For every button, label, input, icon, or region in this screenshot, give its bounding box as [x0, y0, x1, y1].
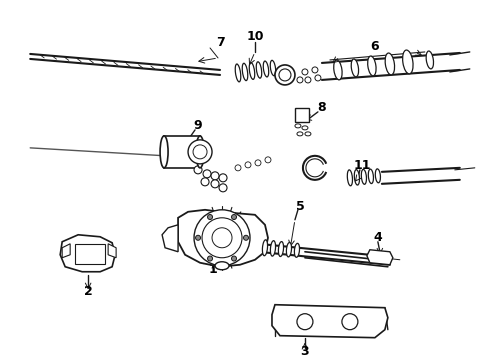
- Ellipse shape: [196, 136, 204, 168]
- Bar: [164, 136, 200, 168]
- Circle shape: [193, 145, 207, 159]
- Circle shape: [203, 170, 211, 178]
- Bar: [75, 244, 105, 264]
- Ellipse shape: [426, 51, 434, 69]
- Ellipse shape: [270, 60, 276, 76]
- Polygon shape: [367, 250, 393, 265]
- Polygon shape: [62, 244, 70, 258]
- Circle shape: [231, 215, 237, 220]
- Text: 1: 1: [209, 263, 218, 276]
- Text: 5: 5: [295, 200, 304, 213]
- Circle shape: [202, 218, 242, 258]
- Ellipse shape: [249, 63, 255, 80]
- Polygon shape: [162, 225, 178, 252]
- Text: 7: 7: [216, 36, 224, 49]
- Circle shape: [235, 165, 241, 171]
- Ellipse shape: [297, 132, 303, 136]
- Ellipse shape: [242, 63, 248, 81]
- Ellipse shape: [334, 60, 342, 80]
- Ellipse shape: [270, 241, 275, 256]
- Circle shape: [312, 67, 318, 73]
- Text: 4: 4: [373, 231, 382, 244]
- Circle shape: [275, 65, 295, 85]
- Ellipse shape: [375, 169, 380, 183]
- Text: 9: 9: [194, 120, 202, 132]
- Circle shape: [196, 235, 200, 240]
- Ellipse shape: [385, 53, 394, 75]
- Ellipse shape: [302, 126, 308, 130]
- Circle shape: [194, 210, 250, 266]
- Bar: [295, 108, 309, 122]
- Ellipse shape: [256, 62, 262, 78]
- Circle shape: [212, 228, 232, 248]
- Ellipse shape: [286, 243, 292, 257]
- Circle shape: [201, 178, 209, 186]
- Circle shape: [255, 160, 261, 166]
- Circle shape: [305, 77, 311, 83]
- Circle shape: [208, 256, 213, 261]
- Ellipse shape: [235, 64, 241, 82]
- Text: 8: 8: [318, 102, 326, 114]
- Polygon shape: [272, 305, 388, 338]
- Circle shape: [219, 184, 227, 192]
- Circle shape: [188, 140, 212, 164]
- Circle shape: [211, 172, 219, 180]
- Ellipse shape: [263, 240, 268, 256]
- Circle shape: [244, 235, 248, 240]
- Circle shape: [211, 180, 219, 188]
- Circle shape: [315, 75, 321, 81]
- Circle shape: [265, 157, 271, 163]
- Ellipse shape: [295, 124, 301, 128]
- Ellipse shape: [354, 170, 360, 185]
- Polygon shape: [178, 210, 268, 267]
- Text: 2: 2: [84, 285, 93, 298]
- Circle shape: [231, 256, 237, 261]
- Circle shape: [219, 174, 227, 182]
- Ellipse shape: [347, 170, 352, 186]
- Text: 3: 3: [301, 345, 309, 358]
- Ellipse shape: [403, 50, 413, 74]
- Ellipse shape: [294, 243, 299, 257]
- Ellipse shape: [351, 59, 359, 77]
- Ellipse shape: [160, 136, 168, 168]
- Circle shape: [302, 69, 308, 75]
- Circle shape: [342, 314, 358, 330]
- Ellipse shape: [368, 169, 373, 184]
- Circle shape: [208, 215, 213, 220]
- Circle shape: [297, 77, 303, 83]
- Text: 10: 10: [246, 31, 264, 44]
- Text: 6: 6: [370, 40, 379, 53]
- Polygon shape: [108, 244, 116, 258]
- Circle shape: [279, 69, 291, 81]
- Ellipse shape: [215, 262, 229, 270]
- Circle shape: [194, 166, 202, 174]
- Circle shape: [245, 162, 251, 168]
- Circle shape: [297, 314, 313, 330]
- Polygon shape: [60, 235, 115, 272]
- Ellipse shape: [361, 169, 367, 184]
- Text: 11: 11: [353, 159, 370, 172]
- Ellipse shape: [278, 242, 284, 257]
- Ellipse shape: [263, 61, 269, 77]
- Ellipse shape: [368, 56, 376, 76]
- Ellipse shape: [305, 132, 311, 136]
